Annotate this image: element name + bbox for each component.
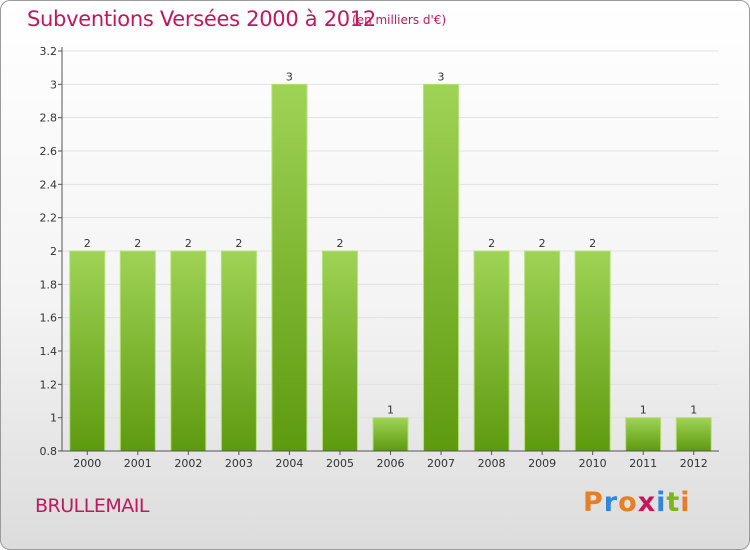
bar-2001: [119, 250, 156, 452]
bar-2005: [321, 250, 358, 452]
x-tick-label-2006: 2006: [377, 457, 405, 470]
y-tick-label: 2.6: [40, 145, 58, 158]
x-tick-label-2005: 2005: [326, 457, 354, 470]
data-label-2005: 2: [336, 237, 343, 250]
data-label-2007: 3: [438, 70, 445, 83]
place-name: BRULLEMAIL: [35, 495, 149, 517]
grid: [62, 50, 719, 452]
labels: 0.8 1 1.2 1.4 1.6 1.8 2 2.2 2.4 2.6 2.8 3 3.2 2 2000 2 2…: [40, 45, 708, 470]
y-tick-label: 1.2: [40, 378, 58, 391]
data-label-2009: 2: [539, 237, 546, 250]
x-tick-label-2010: 2010: [579, 457, 607, 470]
chart-unit: (en milliers d'€): [352, 13, 447, 27]
logo-letter: i: [680, 487, 691, 518]
bar-2011: [625, 417, 662, 452]
bar-2004: [271, 83, 308, 452]
x-tick-label-2012: 2012: [680, 457, 708, 470]
bars: [69, 83, 712, 452]
bar-2002: [170, 250, 207, 452]
bar-2008: [473, 250, 510, 452]
axes: [58, 47, 719, 455]
logo-letter: r: [603, 487, 619, 518]
logo-letter: i: [656, 487, 667, 518]
data-label-2001: 2: [134, 237, 141, 250]
y-tick-label: 2.4: [40, 178, 58, 191]
x-tick-label-2000: 2000: [73, 457, 101, 470]
x-tick-label-2009: 2009: [528, 457, 556, 470]
bar-2006: [372, 417, 409, 452]
data-label-2011: 1: [640, 404, 647, 417]
y-tick-label: 1.8: [40, 278, 58, 291]
x-tick-label-2004: 2004: [275, 457, 303, 470]
logo-letter: x: [637, 487, 657, 518]
bar-2000: [69, 250, 106, 452]
bar-2007: [423, 83, 460, 452]
y-tick-label: 3.2: [40, 45, 58, 58]
y-tick-label: 2.2: [40, 212, 58, 225]
y-tick-label: 1.4: [40, 345, 58, 358]
x-tick-label-2001: 2001: [124, 457, 152, 470]
data-label-2002: 2: [185, 237, 192, 250]
data-label-2000: 2: [84, 237, 91, 250]
x-tick-label-2007: 2007: [427, 457, 455, 470]
y-tick-label: 3: [50, 78, 57, 91]
proxiti-logo[interactable]: Proxiti: [583, 487, 691, 518]
bar-2010: [574, 250, 611, 452]
bar-2009: [524, 250, 561, 452]
y-tick-label: 1.6: [40, 312, 58, 325]
logo-letter: o: [618, 487, 638, 518]
bar-2003: [220, 250, 257, 452]
x-tick-label-2008: 2008: [478, 457, 506, 470]
data-label-2003: 2: [235, 237, 242, 250]
data-label-2006: 1: [387, 404, 394, 417]
data-label-2004: 3: [286, 70, 293, 83]
logo-letter: P: [583, 487, 604, 518]
logo-letter: t: [666, 487, 681, 518]
data-label-2008: 2: [488, 237, 495, 250]
data-label-2010: 2: [589, 237, 596, 250]
y-tick-label: 2: [50, 245, 57, 258]
chart-title: Subventions Versées 2000 à 2012: [27, 7, 376, 31]
y-tick-label: 1: [50, 412, 57, 425]
x-tick-label-2002: 2002: [174, 457, 202, 470]
data-label-2012: 1: [690, 404, 697, 417]
y-tick-label: 2.8: [40, 112, 58, 125]
bar-2012: [675, 417, 712, 452]
x-tick-label-2011: 2011: [629, 457, 657, 470]
y-tick-label: 0.8: [40, 445, 58, 458]
x-tick-label-2003: 2003: [225, 457, 253, 470]
